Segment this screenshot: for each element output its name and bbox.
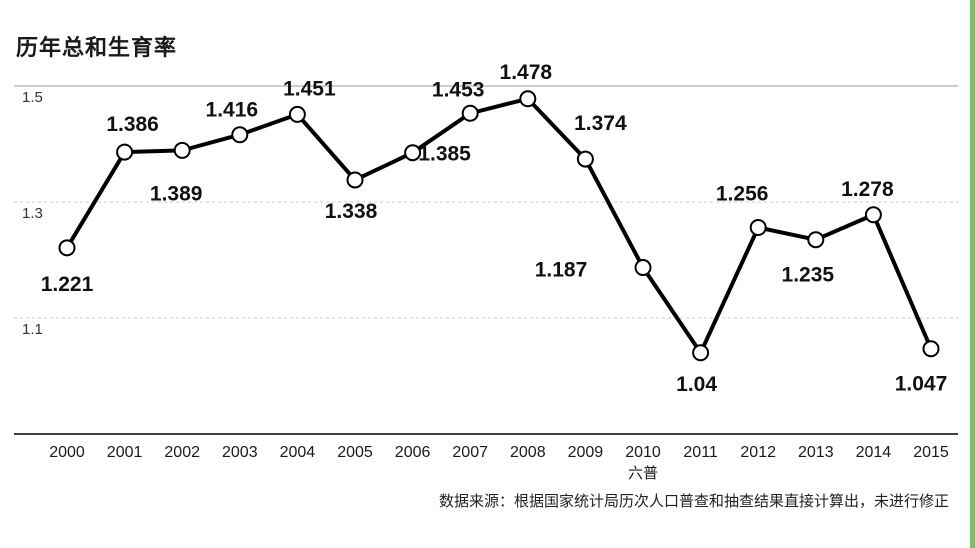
data-label: 1.451	[283, 77, 336, 100]
data-label: 1.389	[150, 182, 203, 205]
data-point	[404, 144, 422, 162]
data-label: 1.278	[841, 178, 894, 201]
data-point	[288, 105, 306, 123]
x-tick-label: 2000	[49, 444, 85, 461]
x-tick-label: 2012	[740, 444, 776, 461]
x-tick-label: 2010	[625, 444, 661, 461]
x-tick-label: 2015	[913, 444, 949, 461]
x-tick-label: 2004	[280, 444, 316, 461]
data-point	[58, 239, 76, 257]
data-labels: 1.221 1.386 1.389 1.416 1.451 1.338 1.385 1.453…	[41, 61, 948, 396]
data-point	[173, 141, 191, 159]
x-tick-label: 2013	[798, 444, 834, 461]
data-label: 1.338	[325, 200, 378, 223]
data-point	[692, 344, 710, 362]
data-label: 1.04	[676, 373, 717, 396]
data-label: 1.453	[432, 78, 485, 101]
x-tick-label: 2007	[452, 444, 488, 461]
data-point	[461, 104, 479, 122]
data-point	[576, 150, 594, 168]
data-point	[519, 90, 537, 108]
series-line	[65, 96, 933, 355]
x-tick-label: 2006	[395, 444, 431, 461]
x-tick-sublabel: 六普	[628, 464, 658, 482]
data-points	[58, 90, 940, 362]
data-label: 1.385	[418, 143, 471, 166]
data-label: 1.256	[716, 183, 769, 206]
x-tick-label: 2008	[510, 444, 546, 461]
x-tick-label: 2001	[107, 444, 143, 461]
data-point	[922, 340, 940, 358]
data-point	[807, 231, 825, 249]
y-tick-label: 1.5	[22, 89, 43, 106]
data-point	[864, 206, 882, 224]
x-tick-label: 2014	[856, 444, 892, 461]
chart-title: 历年总和生育率	[16, 36, 178, 61]
data-point	[634, 259, 652, 277]
data-label: 1.047	[895, 373, 948, 396]
source-note: 数据来源：根据国家统计局历次人口普查和抽查结果直接计算出，未进行修正	[438, 492, 949, 510]
x-axis: 2000 2001 2002 2003 2004 2005 2006 2007 2008 2009…	[14, 433, 958, 482]
x-tick-label: 2002	[164, 444, 200, 461]
x-tick-label: 2005	[337, 444, 373, 461]
data-point	[346, 171, 364, 189]
data-point	[231, 126, 249, 144]
data-point	[116, 143, 134, 161]
data-label: 1.235	[782, 264, 835, 287]
x-tick-label: 2011	[683, 444, 718, 461]
x-tick-label: 2009	[568, 444, 604, 461]
y-tick-label: 1.1	[22, 321, 43, 338]
grid-layer: 1.5 1.3 1.1	[14, 85, 958, 338]
data-label: 1.374	[574, 112, 627, 135]
y-tick-label: 1.3	[22, 205, 43, 222]
window-edge	[970, 0, 975, 548]
data-label: 1.221	[41, 273, 94, 296]
data-label: 1.416	[206, 99, 259, 122]
x-tick-label: 2003	[222, 444, 258, 461]
data-label: 1.386	[106, 113, 159, 136]
series-line-layer	[65, 96, 933, 355]
data-label: 1.187	[535, 259, 588, 282]
data-label: 1.478	[500, 61, 553, 84]
data-point	[749, 219, 767, 237]
